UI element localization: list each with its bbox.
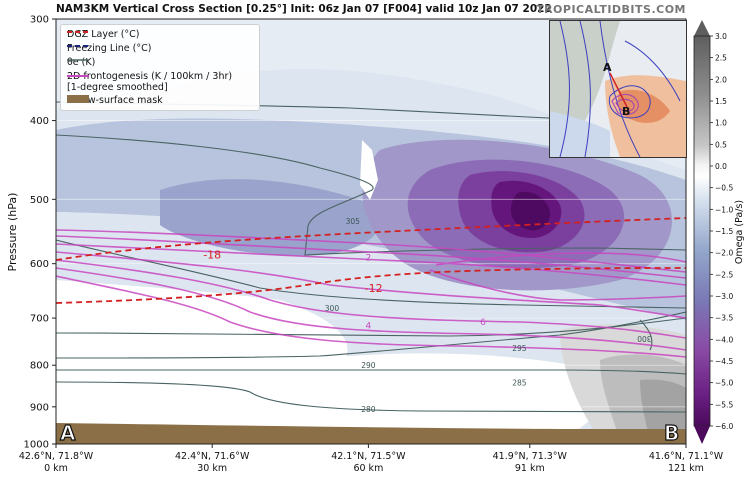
legend: DGZ Layer (°C) Freezing Line (°C) θe (K)…	[60, 24, 260, 111]
inset-section-line	[609, 72, 628, 108]
colorbar-top-arrow	[694, 20, 710, 36]
legend-swatch-theta-e	[67, 59, 89, 61]
endpoint-a-label: A	[60, 421, 76, 445]
colorbar-ticks: 3.0 2.5 2.0 1.5 1.0 0.5 0.0 −0.5 −1.0 −1.5 −2.0 −2.…	[710, 32, 733, 431]
theta-e-contour-label: 290	[361, 361, 376, 370]
x-tick-distance: 60 km	[353, 463, 383, 474]
dgz-lines	[56, 217, 686, 304]
colorbar-tick-label: −1.0	[715, 205, 733, 214]
colorbar-bottom-arrow	[694, 426, 710, 444]
y-tick-label: 600	[30, 259, 49, 270]
legend-label: Freezing Line (°C)	[67, 43, 152, 54]
legend-sublabel: [1-degree smoothed]	[67, 82, 168, 93]
x-tick-distance: 121 km	[668, 463, 704, 474]
colorbar-tick-label: −4.5	[715, 357, 733, 366]
theta-e-contour-label: 300	[325, 304, 340, 313]
inset-map-graphic: A B	[550, 21, 686, 157]
inset-label-b: B	[622, 105, 630, 118]
y-tick-label: 400	[30, 116, 49, 127]
legend-swatch-dgz	[67, 31, 89, 33]
y-tick-label: 1000	[24, 440, 49, 451]
y-tick-label: 900	[30, 402, 49, 413]
colorbar-tick-label: 0.5	[715, 140, 727, 149]
inset-label-a: A	[603, 61, 612, 74]
endpoint-b-label: B	[664, 421, 679, 445]
theta-e-contour-label: 300	[637, 334, 652, 343]
legend-swatch-mask	[67, 95, 89, 103]
colorbar-label: Omega (Pa/s)	[734, 200, 745, 264]
legend-item-theta-e: θe (K)	[67, 57, 95, 68]
x-tick-distance: 0 km	[44, 463, 68, 474]
colorbar-tick-label: −3.5	[715, 314, 733, 323]
frontogenesis-contour-label: 2	[366, 254, 372, 264]
x-tick-coord: 41.9°N, 71.3°W	[493, 451, 568, 462]
legend-label: θe (K)	[67, 57, 96, 68]
colorbar-bar	[693, 35, 711, 427]
x-tick-distance: 91 km	[515, 463, 545, 474]
theta-e-contour-label: 280	[361, 405, 376, 414]
legend-item-freezing-line: Freezing Line (°C)	[67, 43, 151, 54]
colorbar-tick-label: 2.0	[715, 75, 727, 84]
dgz-contour-label: -12	[365, 282, 383, 295]
colorbar-tick-label: −0.5	[715, 184, 733, 193]
colorbar-tick-label: 0.0	[715, 162, 727, 171]
plot-frame	[55, 18, 687, 445]
y-tick-label: 700	[30, 314, 49, 325]
legend-item-surface-mask: Below-surface mask	[67, 95, 163, 106]
legend-swatch-freezing	[67, 45, 89, 47]
theta-e-contour-label: 305	[346, 217, 361, 226]
legend-label: 2D frontogenesis (K / 100km / 3hr)	[67, 71, 233, 82]
colorbar-tick-label: −6.0	[715, 422, 733, 431]
legend-label: Below-surface mask	[67, 95, 163, 106]
dgz-contour-label: -18	[203, 249, 221, 262]
x-tick-coord: 42.4°N, 71.6°W	[175, 451, 250, 462]
x-tick-coord: 42.6°N, 71.8°W	[19, 451, 94, 462]
x-tick-distance: 30 km	[197, 463, 227, 474]
colorbar-tick-label: 1.5	[715, 97, 727, 106]
y-axis: 300 400 500 600 700 800 900 1000	[24, 15, 56, 451]
legend-item-dgz: DGZ Layer (°C)	[67, 29, 140, 40]
y-axis-label: Pressure (hPa)	[6, 193, 19, 272]
x-tick-coord: 41.6°N, 71.1°W	[649, 451, 724, 462]
theta-e-contour-label: 285	[512, 378, 527, 387]
below-surface-mask	[56, 423, 686, 444]
x-axis: 42.6°N, 71.8°W0 km 42.4°N, 71.6°W30 km 42.…	[19, 444, 724, 474]
colorbar-tick-label: 3.0	[715, 32, 727, 41]
legend-label: DGZ Layer (°C)	[67, 29, 140, 40]
y-tick-label: 500	[30, 195, 49, 206]
colorbar-tick-label: −2.0	[715, 249, 733, 258]
colorbar-tick-label: 1.0	[715, 119, 727, 128]
colorbar-tick-label: −4.0	[715, 335, 733, 344]
chart-title: NAM3KM Vertical Cross Section [0.25°] In…	[56, 3, 552, 15]
colorbar-tick-label: −2.5	[715, 270, 733, 279]
colorbar-tick-label: −1.5	[715, 227, 733, 236]
colorbar-tick-label: −5.5	[715, 400, 733, 409]
y-tick-label: 300	[30, 15, 49, 26]
colorbar-tick-label: −3.0	[715, 292, 733, 301]
colorbar-tick-label: 2.5	[715, 54, 727, 63]
legend-swatch-frontogenesis	[67, 75, 89, 77]
colorbar: 3.0 2.5 2.0 1.5 1.0 0.5 0.0 −0.5 −1.0 −1.5 −2.0 −2.…	[693, 20, 745, 444]
brand-watermark: TROPICALTIDBITS.COM	[536, 3, 686, 16]
frontogenesis-contour-label: 4	[366, 322, 372, 332]
contour-labels: -18 -12 305 300 295 290 285 280 300 2 4 6	[203, 217, 651, 414]
inset-map: A B	[549, 20, 687, 158]
legend-item-frontogenesis: 2D frontogenesis (K / 100km / 3hr) [1-de…	[67, 71, 232, 93]
colorbar-tick-label: −5.0	[715, 379, 733, 388]
frontogenesis-contours	[56, 229, 686, 358]
theta-e-contour-label: 295	[512, 344, 527, 353]
x-tick-coord: 42.1°N, 71.5°W	[331, 451, 406, 462]
frontogenesis-contour-label: 6	[480, 318, 486, 328]
y-tick-label: 800	[30, 361, 49, 372]
